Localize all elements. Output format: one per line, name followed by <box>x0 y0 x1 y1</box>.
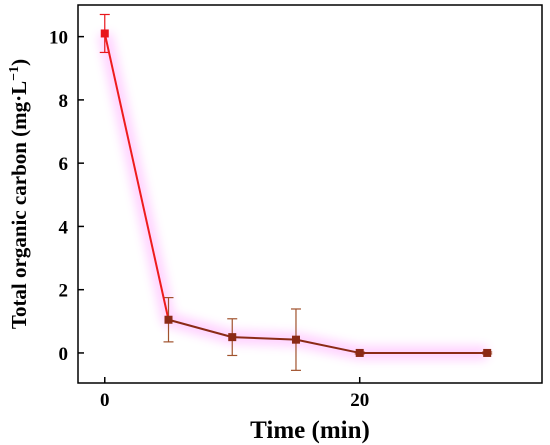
x-axis-title: Time (min) <box>250 417 370 444</box>
y-axis-title: Total organic carbon (mg·L−1) <box>7 59 31 329</box>
data-point <box>291 335 300 344</box>
y-axis-title-main: Total organic carbon (mg·L <box>7 81 31 329</box>
axis-ticks <box>78 35 361 383</box>
x-tick-label: 20 <box>350 390 369 411</box>
y-axis-title-exponent: −1 <box>7 66 22 81</box>
line-segment <box>295 338 360 354</box>
series-markers <box>100 29 492 357</box>
y-tick-label: 6 <box>59 154 69 175</box>
data-point <box>164 315 173 324</box>
line-segment <box>168 318 233 339</box>
plot-area <box>77 4 543 384</box>
y-tick-label: 10 <box>49 28 68 49</box>
data-point <box>355 348 364 357</box>
y-tick-label: 2 <box>59 281 69 302</box>
series-line <box>103 33 488 354</box>
data-point <box>483 348 492 357</box>
y-tick-label: 0 <box>59 344 69 365</box>
data-point <box>228 333 237 342</box>
data-point <box>100 29 109 38</box>
line-segment <box>232 336 297 341</box>
x-tick-label: 0 <box>100 390 110 411</box>
y-axis-title-close: ) <box>7 59 31 66</box>
y-tick-label: 8 <box>59 91 69 112</box>
tick-labels: 0 2 4 6 8 10 0 20 <box>49 28 369 411</box>
y-tick-label: 4 <box>59 217 69 238</box>
line-segment <box>103 33 170 320</box>
